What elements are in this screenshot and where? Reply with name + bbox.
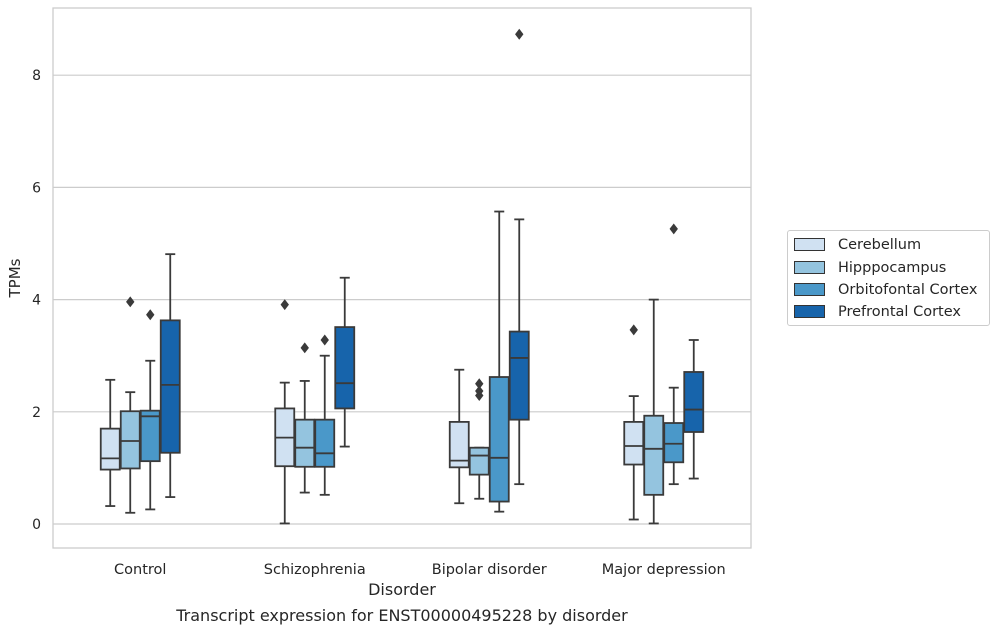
box-body: [119, 410, 141, 470]
box-body: [663, 422, 685, 464]
outlier-marker: [515, 28, 524, 40]
box-body: [334, 326, 356, 410]
legend-label: Hipppocampus: [838, 260, 947, 276]
outlier-marker: [475, 385, 484, 397]
box-body: [99, 427, 121, 471]
box-hipppocampus: [294, 342, 316, 494]
y-tick-label: 0: [32, 517, 41, 533]
legend-item-cerebellum: Cerebellum: [794, 236, 921, 254]
box-body: [623, 420, 645, 466]
outlier-marker: [126, 296, 135, 308]
outlier-marker: [300, 342, 309, 354]
box-body: [683, 371, 705, 433]
legend-swatch-cerebellum: [794, 237, 825, 251]
legend-swatch-prefrontal-cortex: [794, 304, 825, 318]
box-orbitofontal-cortex: [314, 334, 336, 496]
box-hipppocampus: [643, 298, 665, 525]
y-tick-label: 6: [32, 180, 41, 196]
box-prefrontal-cortex: [683, 339, 705, 480]
outlier-marker: [475, 378, 484, 390]
y-tick-label: 4: [32, 293, 41, 309]
legend-item-hipppocampus: Hipppocampus: [794, 259, 946, 277]
box-body: [159, 319, 181, 454]
legend-item-orbitofontal-cortex: Orbitofontal Cortex: [794, 281, 977, 299]
legend-label: Cerebellum: [838, 237, 922, 253]
box-body: [294, 418, 316, 468]
box-hipppocampus: [468, 378, 490, 500]
box-body: [448, 420, 470, 469]
legend-item-prefrontal-cortex: Prefrontal Cortex: [794, 303, 961, 321]
x-tick-label: Major depression: [602, 562, 726, 578]
outlier-marker: [280, 299, 289, 311]
legend: Cerebellum Hipppocampus Orbitofontal Cor…: [787, 230, 990, 326]
box-body: [468, 446, 490, 476]
box-orbitofontal-cortex: [139, 309, 161, 511]
box-body: [139, 409, 161, 463]
box-cerebellum: [99, 378, 121, 507]
x-tick-label: Schizophrenia: [264, 562, 366, 578]
y-tick-label: 2: [32, 405, 41, 421]
legend-label: Orbitofontal Cortex: [838, 282, 978, 298]
y-tick-label: 8: [32, 68, 41, 84]
y-axis-label: TPMs: [6, 258, 24, 298]
box-prefrontal-cortex: [334, 276, 356, 448]
x-tick-label: Bipolar disorder: [432, 562, 547, 578]
figure-caption: Transcript expression for ENST0000049522…: [176, 606, 628, 625]
box-cerebellum: [448, 368, 470, 505]
legend-swatch-hipppocampus: [794, 260, 825, 274]
box-cerebellum: [623, 324, 645, 521]
box-prefrontal-cortex: [508, 28, 530, 486]
box-body: [488, 376, 510, 503]
legend-swatch-orbitofontal-cortex: [794, 282, 825, 296]
x-axis-label: Disorder: [368, 580, 436, 599]
box-prefrontal-cortex: [159, 253, 181, 498]
box-cerebellum: [274, 299, 296, 525]
box-series: [99, 28, 705, 525]
box-body: [314, 418, 336, 468]
y-tick-labels: 0 2 4 6 8: [32, 68, 41, 533]
box-orbitofontal-cortex: [663, 223, 685, 486]
outlier-marker: [146, 309, 155, 321]
box-body: [508, 330, 530, 421]
legend-label: Prefrontal Cortex: [838, 304, 961, 320]
outlier-marker: [320, 334, 329, 346]
box-hipppocampus: [119, 296, 141, 514]
x-tick-labels: Control Schizophrenia Bipolar disorder Majo…: [114, 562, 726, 578]
outlier-marker: [629, 324, 638, 336]
box-body: [643, 414, 665, 496]
box-orbitofontal-cortex: [488, 210, 510, 513]
x-tick-label: Control: [114, 562, 166, 578]
outlier-marker: [669, 223, 678, 235]
